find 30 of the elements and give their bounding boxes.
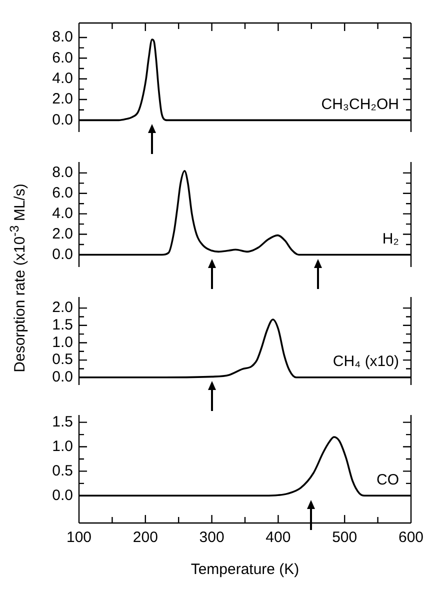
y-tick-label: 0.0 (52, 486, 73, 504)
y-tick-label: 4.0 (52, 70, 73, 87)
y-tick-label: 1.5 (52, 413, 73, 430)
y-tick-label: 6.0 (52, 184, 73, 202)
x-axis-title: Temperature (K) (190, 561, 300, 578)
legend-label: CH₄ (x10) (332, 353, 399, 370)
x-tick-label: 500 (332, 529, 358, 546)
y-tick-label: 6.0 (52, 49, 73, 66)
y-tick-label: 0.0 (52, 246, 73, 263)
x-tick-label: 100 (66, 529, 92, 546)
x-tick-label: 600 (398, 529, 424, 546)
legend-label: CO (376, 471, 399, 488)
legend-label: H₂ (382, 230, 400, 248)
y-tick-label: 2.0 (52, 225, 73, 242)
x-tick-label: 400 (266, 529, 291, 546)
y-tick-label: 0.0 (52, 111, 73, 128)
y-tick-label: 1.0 (52, 334, 73, 351)
y-tick-label: 1.5 (52, 316, 73, 334)
y-tick-label: 1.0 (52, 438, 73, 455)
y-tick-label: 8.0 (52, 28, 73, 46)
y-tick-label: 4.0 (52, 204, 73, 222)
y-tick-label: 2.0 (52, 90, 73, 108)
y-tick-label: 8.0 (52, 164, 73, 182)
y-tick-label: 0.5 (52, 351, 73, 368)
y-tick-label: 0.5 (52, 462, 73, 480)
x-tick-label: 200 (132, 529, 158, 546)
y-tick-label: 0.0 (52, 368, 73, 386)
x-tick-label: 300 (199, 529, 224, 546)
legend-label: CH₃CH₂OH (321, 96, 399, 113)
y-tick-label: 2.0 (52, 299, 73, 316)
